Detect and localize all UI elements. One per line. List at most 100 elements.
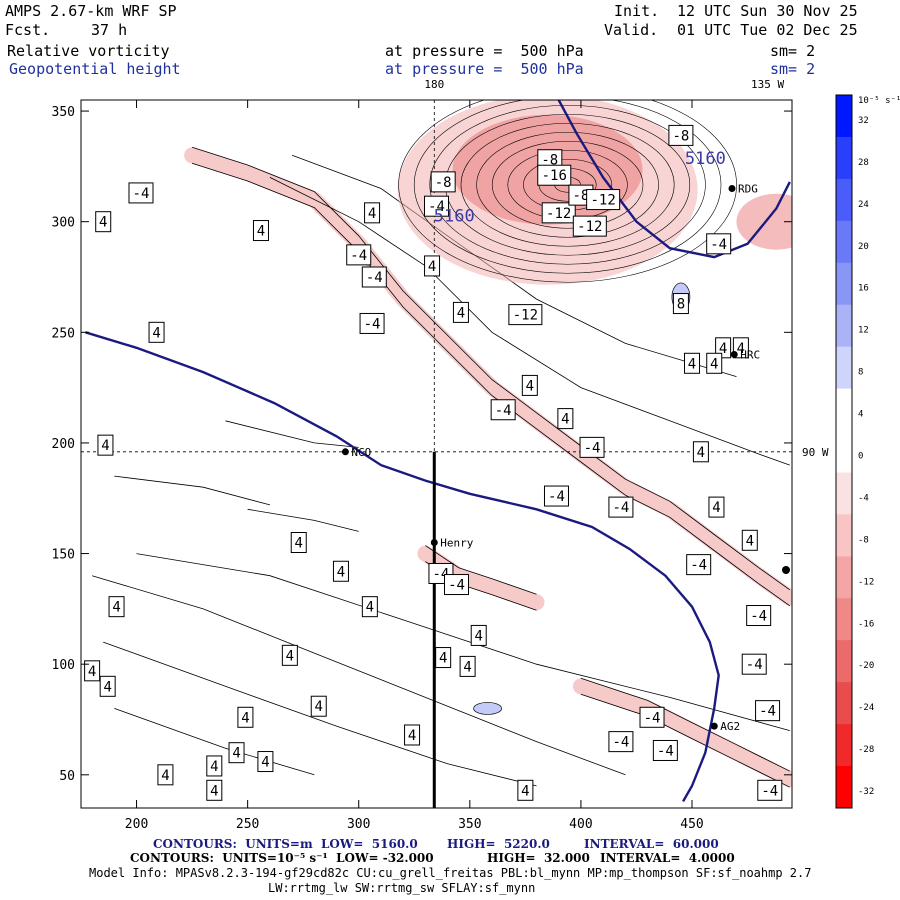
contour-label-box	[557, 408, 574, 430]
top-longitude-label: 135 W	[751, 78, 784, 91]
contour-label-value: -4	[366, 270, 383, 286]
contour-label: -8	[668, 124, 694, 146]
contour-label-value: 4	[337, 564, 345, 580]
contour-label: -12	[541, 202, 576, 224]
station-marker	[730, 350, 738, 358]
vorticity-contour-6	[247, 508, 359, 532]
contour-label: -4	[706, 233, 732, 255]
contour-label-box	[537, 164, 572, 186]
contour-label: -4	[346, 244, 372, 266]
contour-label-value: 4	[526, 378, 534, 394]
vorticity-contour-3	[136, 553, 790, 731]
contour-label-value: 4	[210, 759, 218, 775]
contour-label-box	[541, 202, 576, 224]
contour-label-box	[404, 724, 421, 746]
contour-label-box	[157, 764, 174, 786]
x-tick-label: 350	[458, 817, 481, 832]
contour-label: 4	[684, 352, 701, 374]
contour-label-value: -4	[612, 735, 629, 751]
right-longitude-label: 90 W	[802, 446, 829, 459]
contour-label-value: 4	[103, 679, 111, 695]
station-marker	[728, 185, 736, 192]
contour-label-value: 4	[561, 412, 569, 428]
vorticity-contour-0	[91, 575, 626, 776]
contour-label: 4	[459, 655, 476, 677]
contour-label-box	[290, 532, 307, 553]
contour-label-box	[281, 644, 298, 666]
station-label: HRC	[740, 348, 760, 361]
contour-label: 4	[206, 755, 223, 777]
x-tick-label: 450	[680, 817, 703, 832]
contour-label-box	[148, 321, 165, 343]
contour-label-box	[490, 399, 516, 421]
contour-label-box	[346, 244, 372, 266]
contour-label: 4	[557, 408, 574, 430]
contour-label-box	[639, 706, 665, 728]
contour-label-box	[252, 220, 269, 242]
contour-label: -12	[586, 189, 621, 211]
contour-label-value: 4	[710, 356, 718, 372]
contour-label-box	[95, 211, 112, 233]
contour-label-value: 4	[99, 215, 107, 231]
colorbar-swatch	[836, 472, 852, 515]
y-tick-label: 200	[52, 437, 75, 452]
contour-label-box	[228, 742, 245, 764]
contour-label-box	[424, 195, 449, 217]
contour-label-value: -4	[690, 558, 707, 574]
vortex-ring	[476, 131, 659, 238]
contour-label-box	[361, 266, 387, 288]
contour-label-box	[652, 739, 678, 761]
station-henry: Henry	[430, 537, 474, 550]
colorbar-tick-label: 8	[858, 368, 863, 378]
contour-label-value: -12	[577, 219, 602, 235]
contour-label: 4	[521, 374, 538, 396]
colorbar-tick-label: 4	[858, 410, 863, 420]
contour-label: -4	[490, 399, 516, 421]
contour-label-box	[206, 755, 223, 777]
contour-label-value: -4	[746, 657, 763, 673]
contour-label: -4	[746, 605, 772, 627]
contour-label: -4	[686, 554, 712, 576]
station-label: AG2	[720, 720, 740, 733]
contour-label: -4	[424, 195, 449, 217]
contour-label: -4	[128, 182, 154, 204]
vortex-ring	[491, 140, 644, 229]
contour-label: -4	[443, 574, 469, 596]
contour-label: 4	[257, 751, 274, 773]
contour-label: -4	[579, 436, 605, 458]
x-tick-label: 250	[236, 817, 259, 832]
contour-label-box	[310, 695, 327, 717]
contour-label-value: 4	[474, 628, 482, 644]
contour-label-value: -4	[133, 186, 150, 202]
station-rdg: RDG	[728, 183, 758, 196]
colorbar-swatch	[836, 514, 852, 557]
contour-label-value: 4	[112, 600, 120, 616]
contour-label-value: 4	[737, 341, 745, 357]
x-tick-label: 300	[347, 817, 370, 832]
vorticity-band-edge-upper-2	[580, 677, 790, 772]
vorticity-band-edge-upper-1	[425, 545, 537, 595]
colorbar-tick-label: -4	[858, 493, 869, 503]
contour-label: -16	[537, 164, 572, 186]
x-tick-label: 400	[569, 817, 592, 832]
contour-label: 4	[332, 560, 349, 582]
contour-label-box	[706, 233, 732, 255]
contour-label-box	[364, 202, 381, 224]
contour-label-value: 4	[257, 224, 265, 240]
vorticity-contour-1	[103, 641, 537, 787]
station-label: NCO	[351, 446, 371, 459]
contour-label: 4	[404, 724, 421, 746]
contour-label: 4	[310, 695, 327, 717]
contour-label-box	[206, 779, 223, 801]
contour-label-box	[97, 434, 114, 456]
contour-label: -4	[543, 485, 569, 507]
contour-label-value: -12	[590, 193, 615, 209]
station-marker	[430, 539, 438, 546]
contour-label-box	[108, 596, 125, 618]
contour-label-value: 4	[688, 356, 696, 372]
height-contours-info: CONTOURS: UNITS=m LOW= 5160.0	[153, 837, 418, 851]
contour-label-value: -12	[513, 308, 538, 324]
colorbar-swatch	[836, 178, 852, 222]
colorbar-tick-label: 24	[858, 200, 869, 210]
